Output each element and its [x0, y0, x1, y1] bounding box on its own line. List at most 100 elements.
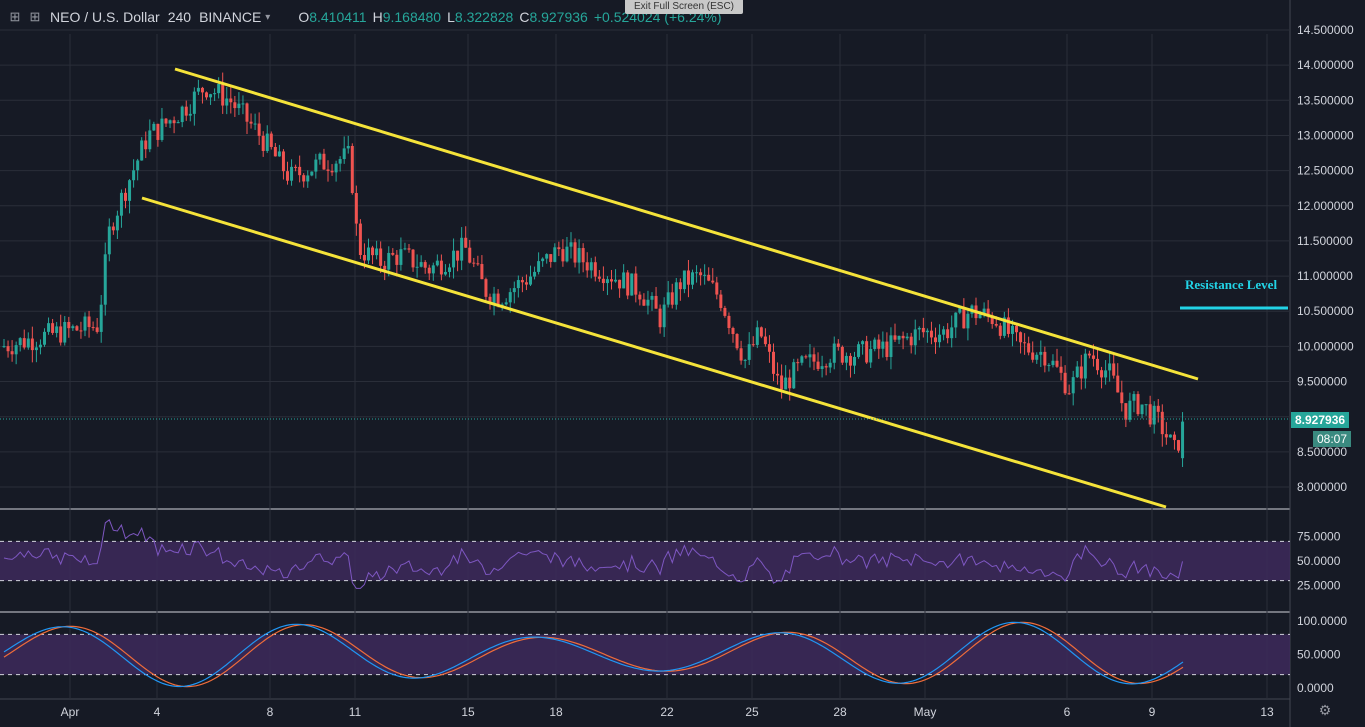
candle-body — [905, 336, 909, 339]
candle-body — [1035, 354, 1039, 360]
candle-body — [1116, 375, 1120, 393]
candle-body — [877, 339, 881, 349]
candle-body — [314, 159, 318, 172]
candle-body — [938, 334, 942, 343]
candle-body — [480, 264, 484, 280]
candle-body — [164, 118, 168, 124]
candle-body — [302, 175, 306, 182]
gear-icon[interactable]: ⚙ — [1318, 702, 1332, 718]
candle-body — [747, 344, 751, 360]
candle-body — [448, 267, 451, 272]
candle-body — [460, 237, 464, 261]
rsi-band — [0, 541, 1290, 581]
high-key: H — [372, 9, 383, 25]
candle-body — [1031, 352, 1035, 360]
price-axis-tick: 8.000000 — [1297, 480, 1347, 494]
candle-body — [95, 327, 99, 332]
candle-body — [34, 347, 38, 351]
candle-body — [545, 254, 549, 259]
candle-body — [38, 344, 42, 348]
candle-body — [990, 315, 994, 325]
candle-body — [79, 330, 83, 332]
candle-body — [950, 327, 954, 339]
time-axis-tick: 9 — [1149, 705, 1156, 719]
candle-body — [573, 242, 577, 263]
time-axis-tick: 22 — [660, 705, 674, 719]
candle-body — [792, 362, 796, 389]
candle-body — [998, 325, 1002, 336]
candle-body — [91, 327, 95, 329]
candle-body — [1051, 360, 1055, 366]
candle-body — [897, 335, 901, 340]
exchange-label[interactable]: BINANCE — [199, 9, 262, 25]
last-price-badge: 8.927936 — [1291, 412, 1350, 428]
candle-body — [836, 343, 840, 347]
candle-body — [383, 265, 387, 270]
candle-body — [184, 106, 188, 116]
candle-body — [403, 248, 407, 250]
candle-body — [217, 83, 221, 94]
candle-body — [281, 151, 285, 172]
open-value: 8.410411 — [309, 9, 367, 25]
rsi-axis-tick: 25.0000 — [1297, 579, 1341, 593]
candle-body — [379, 248, 383, 266]
candle-body — [682, 270, 686, 290]
candle-body — [371, 247, 375, 256]
candle-body — [824, 366, 828, 368]
candle-body — [589, 262, 593, 271]
candle-body — [136, 160, 140, 171]
symbol-name[interactable]: NEO / U.S. Dollar — [50, 9, 160, 25]
candle-body — [286, 171, 289, 181]
candle-body — [853, 356, 856, 366]
crosshair-icon[interactable]: ⊞ — [9, 9, 21, 24]
candle-body — [1168, 434, 1172, 438]
candle-body — [691, 272, 694, 285]
time-axis-tick: 11 — [349, 705, 362, 719]
candle-body — [464, 237, 468, 248]
candle-body — [772, 351, 775, 374]
candle-body — [468, 247, 472, 263]
candle-body — [209, 94, 213, 98]
candle-body — [1132, 394, 1136, 401]
candle-body — [917, 327, 921, 330]
candle-body — [452, 250, 456, 268]
candle-body — [828, 362, 832, 368]
chevron-down-icon[interactable]: ▾ — [265, 11, 271, 23]
candle-body — [431, 265, 435, 274]
candle-body — [662, 304, 666, 328]
candle-body — [1047, 365, 1051, 367]
candle-body — [1067, 393, 1071, 395]
candle-body — [533, 271, 537, 277]
candle-body — [132, 170, 136, 181]
candle-body — [1172, 434, 1176, 441]
candle-body — [2, 346, 6, 348]
candle-body — [1079, 366, 1083, 379]
candle-body — [626, 272, 630, 296]
candle-body — [172, 120, 176, 124]
low-value: 8.322828 — [454, 9, 514, 25]
candle-body — [427, 267, 431, 274]
resistance-level-label: Resistance Level — [1185, 277, 1278, 292]
candle-body — [670, 292, 674, 305]
exit-fullscreen-tooltip[interactable]: Exit Full Screen (ESC) — [625, 0, 743, 14]
candle-body — [1071, 377, 1075, 394]
candle-body — [67, 321, 71, 329]
candle-body — [982, 308, 986, 315]
candle-body — [265, 133, 269, 151]
add-compare-icon[interactable]: ⊞ — [29, 9, 41, 24]
candle-body — [1164, 434, 1168, 438]
candle-body — [342, 148, 346, 160]
price-axis-tick: 11.000000 — [1297, 269, 1353, 283]
candle-body — [962, 308, 966, 329]
candle-body — [593, 262, 597, 277]
candle-body — [934, 337, 937, 343]
candle-body — [703, 274, 707, 276]
candle-body — [840, 346, 844, 363]
candle-body — [103, 254, 107, 305]
interval-label[interactable]: 240 — [167, 9, 192, 25]
candle-body — [87, 316, 91, 328]
candle-body — [1152, 405, 1156, 425]
candle-body — [367, 247, 370, 261]
candle-body — [124, 192, 127, 201]
